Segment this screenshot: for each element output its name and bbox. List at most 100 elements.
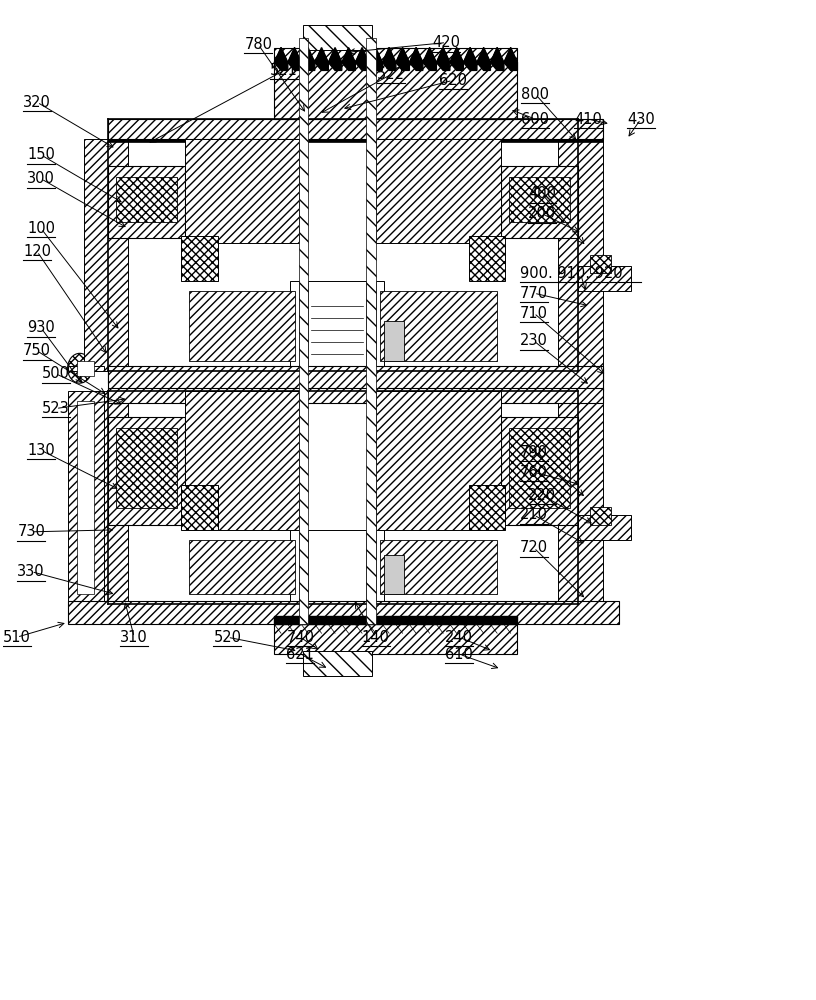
Text: 522: 522 <box>377 67 406 82</box>
Bar <box>185 391 299 530</box>
Bar <box>509 428 570 508</box>
Text: 760: 760 <box>520 465 548 480</box>
Bar <box>375 391 501 530</box>
Bar <box>590 507 610 525</box>
Bar <box>590 255 610 273</box>
Polygon shape <box>463 616 477 624</box>
Polygon shape <box>342 616 355 624</box>
Bar <box>109 368 602 383</box>
Bar <box>303 25 371 50</box>
Polygon shape <box>437 48 450 70</box>
Polygon shape <box>315 48 328 70</box>
Text: 150: 150 <box>27 147 55 162</box>
Text: 500: 500 <box>42 366 69 381</box>
Polygon shape <box>450 48 463 70</box>
Polygon shape <box>288 48 301 70</box>
Bar <box>579 515 631 540</box>
Bar <box>501 417 579 525</box>
Polygon shape <box>383 616 396 624</box>
Text: 710: 710 <box>520 306 548 321</box>
Bar <box>109 119 602 139</box>
Polygon shape <box>450 616 463 624</box>
Bar <box>384 321 404 361</box>
Text: 230: 230 <box>520 333 548 348</box>
Polygon shape <box>477 616 490 624</box>
Bar <box>78 401 94 594</box>
Bar <box>116 177 177 222</box>
Polygon shape <box>477 48 490 70</box>
Text: 790: 790 <box>520 445 548 460</box>
Bar <box>558 391 602 604</box>
Bar <box>379 540 497 594</box>
Text: 240: 240 <box>446 630 473 645</box>
Text: 720: 720 <box>520 540 548 555</box>
Bar <box>509 177 570 222</box>
Bar <box>181 236 218 281</box>
Text: 100: 100 <box>27 221 55 236</box>
Polygon shape <box>369 48 383 70</box>
Bar <box>181 485 218 530</box>
Text: 750: 750 <box>23 343 51 358</box>
Bar <box>109 166 185 238</box>
Polygon shape <box>301 48 315 70</box>
Polygon shape <box>355 616 369 624</box>
Bar <box>299 530 308 604</box>
Bar <box>366 281 375 371</box>
Text: 200: 200 <box>528 206 556 221</box>
Polygon shape <box>328 616 342 624</box>
Bar <box>290 530 384 604</box>
Text: 621: 621 <box>286 647 314 662</box>
Polygon shape <box>274 48 288 70</box>
Bar <box>384 555 404 594</box>
Polygon shape <box>396 48 410 70</box>
Text: 740: 740 <box>286 630 314 645</box>
Bar <box>579 266 631 291</box>
Text: 420: 420 <box>432 35 460 50</box>
Bar <box>189 540 295 594</box>
Bar <box>468 485 505 530</box>
Text: 300: 300 <box>27 171 55 186</box>
Text: 430: 430 <box>627 112 654 127</box>
Polygon shape <box>490 48 504 70</box>
Bar <box>501 166 579 238</box>
Polygon shape <box>328 48 342 70</box>
Bar <box>189 291 295 361</box>
Bar <box>274 48 517 119</box>
Bar <box>366 530 375 604</box>
Polygon shape <box>369 616 383 624</box>
Polygon shape <box>301 616 315 624</box>
Polygon shape <box>423 616 437 624</box>
Bar <box>379 291 497 361</box>
Polygon shape <box>396 616 410 624</box>
Text: 320: 320 <box>23 95 51 110</box>
Text: 210: 210 <box>520 507 548 522</box>
Text: 510: 510 <box>2 630 31 645</box>
Polygon shape <box>288 616 301 624</box>
Polygon shape <box>342 48 355 70</box>
Polygon shape <box>315 616 328 624</box>
Polygon shape <box>383 48 396 70</box>
Bar <box>68 366 104 371</box>
Bar <box>299 281 308 371</box>
Bar <box>84 139 128 371</box>
Text: 130: 130 <box>27 443 55 458</box>
Polygon shape <box>463 48 477 70</box>
Bar <box>366 38 375 624</box>
Bar <box>116 428 177 508</box>
Text: 800: 800 <box>521 87 549 102</box>
Bar <box>109 139 602 142</box>
Bar <box>468 236 505 281</box>
Polygon shape <box>410 616 423 624</box>
Bar <box>78 361 94 376</box>
Text: 400: 400 <box>528 186 556 201</box>
Bar <box>109 388 602 403</box>
Polygon shape <box>437 616 450 624</box>
Bar <box>185 139 299 243</box>
Bar <box>84 391 128 604</box>
Polygon shape <box>504 616 517 624</box>
Text: 770: 770 <box>520 286 548 301</box>
Bar <box>290 281 384 371</box>
Text: 310: 310 <box>120 630 148 645</box>
Polygon shape <box>274 616 288 624</box>
Circle shape <box>68 353 92 383</box>
